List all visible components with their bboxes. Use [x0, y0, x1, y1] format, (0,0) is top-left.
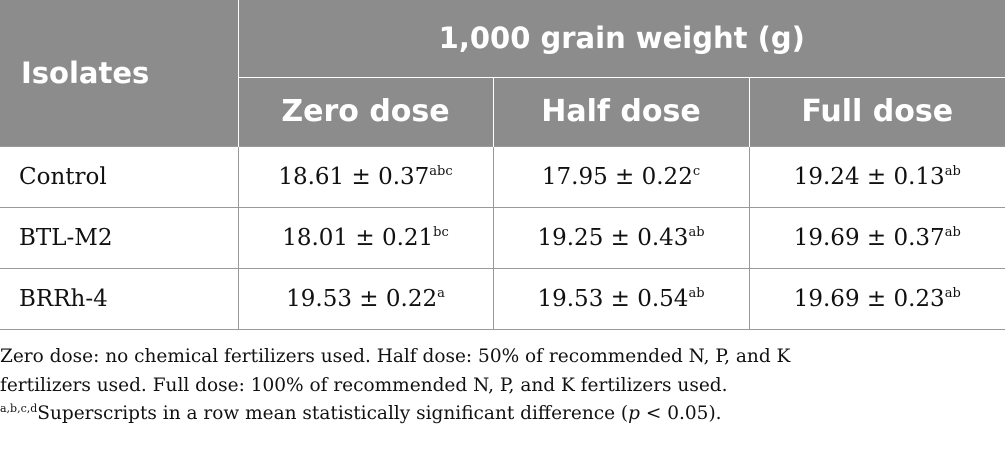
isolate-name: BTL-M2: [0, 206, 239, 269]
table-cell: 19.25 ± 0.43ab: [492, 206, 750, 269]
footnote-significance: a,b,c,dSuperscripts in a row mean statis…: [0, 400, 1000, 429]
table-cell: 17.95 ± 0.22c: [492, 145, 750, 208]
cell-value: 19.69 ± 0.37: [793, 224, 945, 251]
footnote-line: fertilizers used. Full dose: 100% of rec…: [0, 374, 728, 396]
header-row-1: Isolates 1,000 grain weight (g): [0, 0, 1005, 90]
table-row: Control 18.61 ± 0.37abc 17.95 ± 0.22c 19…: [0, 145, 1005, 208]
table-cell: 19.53 ± 0.22a: [237, 267, 494, 330]
cell-superscript: ab: [688, 224, 705, 240]
table-row: BTL-M2 18.01 ± 0.21bc 19.25 ± 0.43ab 19.…: [0, 206, 1005, 269]
table-cell: 18.61 ± 0.37abc: [237, 145, 494, 208]
cell-value: 18.01 ± 0.21: [282, 224, 434, 251]
footnote-tail: < 0.05).: [639, 403, 722, 424]
full-dose-header: Full dose: [748, 77, 1005, 146]
half-dose-header: Half dose: [492, 77, 749, 146]
zero-dose-header: Zero dose: [237, 77, 493, 146]
table-cell: 19.69 ± 0.23ab: [748, 267, 1005, 330]
cell-superscript: ab: [944, 163, 961, 179]
table-cell: 19.53 ± 0.54ab: [492, 267, 750, 330]
cell-value: 19.25 ± 0.43: [537, 224, 689, 251]
header-row-2: Zero dose Half dose Full dose: [0, 77, 1005, 146]
table-cell: 18.01 ± 0.21bc: [237, 206, 494, 269]
table-footnotes: Zero dose: no chemical fertilizers used.…: [0, 343, 1000, 429]
cell-superscript: bc: [433, 224, 449, 240]
isolates-header: Isolates: [21, 55, 150, 90]
footnote-superscript: a,b,c,d: [0, 402, 38, 415]
table-cell: 19.69 ± 0.37ab: [748, 206, 1005, 269]
isolate-name: Control: [0, 145, 239, 208]
grain-weight-table: Isolates 1,000 grain weight (g) Zero dos…: [0, 0, 1005, 330]
cell-superscript: ab: [688, 285, 705, 301]
grain-weight-header: 1,000 grain weight (g): [237, 0, 1005, 78]
cell-value: 19.24 ± 0.13: [793, 163, 945, 190]
cell-value: 19.69 ± 0.23: [793, 285, 945, 312]
cell-superscript: ab: [944, 285, 961, 301]
cell-superscript: abc: [429, 163, 453, 179]
cell-superscript: ab: [944, 224, 961, 240]
footnote-text: Superscripts in a row mean statistically…: [37, 403, 629, 424]
cell-superscript: a: [437, 285, 445, 301]
isolate-name: BRRh-4: [0, 267, 239, 330]
cell-value: 19.53 ± 0.22: [286, 285, 438, 312]
cell-value: 18.61 ± 0.37: [278, 163, 430, 190]
cell-value: 19.53 ± 0.54: [537, 285, 689, 312]
cell-value: 17.95 ± 0.22: [541, 163, 693, 190]
table-cell: 19.24 ± 0.13ab: [748, 145, 1005, 208]
table-row: BRRh-4 19.53 ± 0.22a 19.53 ± 0.54ab 19.6…: [0, 267, 1005, 330]
footnote-line: Zero dose: no chemical fertilizers used.…: [0, 346, 791, 367]
cell-superscript: c: [692, 163, 701, 179]
p-value-symbol: p: [628, 403, 640, 424]
